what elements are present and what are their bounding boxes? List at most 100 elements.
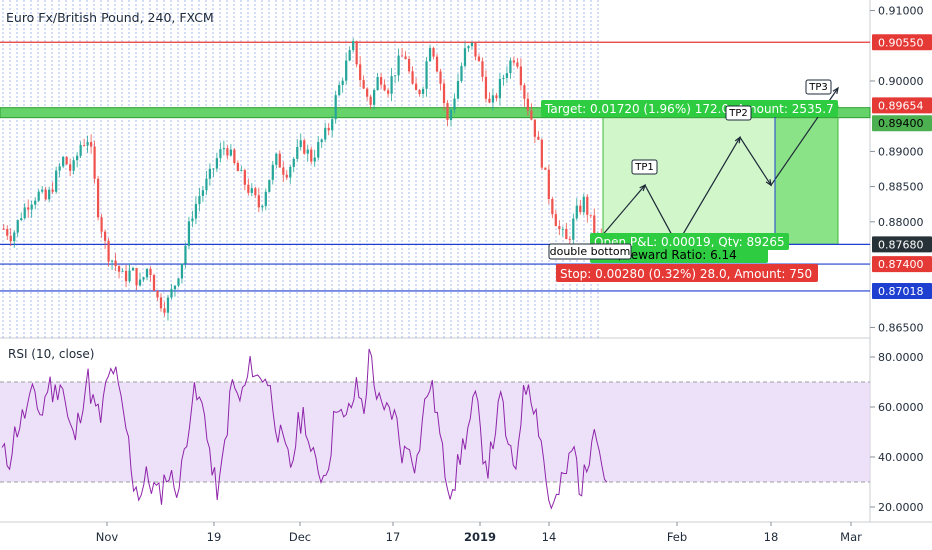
- candle-body: [324, 127, 327, 140]
- time-tick-label: 17: [386, 530, 401, 544]
- candle-body: [156, 290, 159, 298]
- candle-body: [177, 278, 180, 286]
- price-level-badge[interactable]: 0.89654: [872, 97, 932, 114]
- candle-body: [131, 268, 135, 271]
- candle-body: [240, 170, 243, 172]
- candle-body: [373, 89, 376, 105]
- target-label-text: Target: 0.01720 (1.96%) 172.0, Amount: 2…: [544, 102, 834, 116]
- price-level-badge[interactable]: 0.89400: [872, 115, 932, 132]
- candle-body: [572, 218, 575, 240]
- candle-body: [96, 178, 100, 218]
- candle-body: [69, 164, 72, 171]
- candle-body: [435, 56, 439, 72]
- candle-body: [317, 142, 320, 158]
- target-zone[interactable]: [603, 105, 775, 245]
- candle-body: [439, 71, 442, 84]
- candle-body: [366, 88, 369, 97]
- candle-body: [456, 81, 460, 99]
- projection-arrowhead: [832, 86, 839, 95]
- candle-body: [404, 56, 407, 59]
- time-tick-label: Mar: [840, 530, 862, 544]
- candle-body: [484, 76, 488, 99]
- candle-body: [271, 164, 274, 180]
- candle-body: [23, 207, 26, 219]
- price-level-badge[interactable]: 0.90550: [872, 34, 932, 51]
- double-bottom-label[interactable]: double bottom: [548, 243, 632, 260]
- target-label[interactable]: Target: 0.01720 (1.96%) 172.0, Amount: 2…: [541, 100, 838, 117]
- candle-body: [303, 140, 306, 154]
- candle-body: [285, 174, 288, 178]
- candle-body: [149, 268, 152, 276]
- candle-body: [352, 41, 355, 51]
- tp1-label[interactable]: TP1: [631, 159, 658, 175]
- candle-body: [128, 270, 131, 282]
- candle-body: [201, 190, 205, 196]
- candle-body: [432, 47, 435, 57]
- horizontal-levels[interactable]: [0, 41, 871, 292]
- candle-body: [16, 219, 19, 233]
- candle-body: [411, 71, 414, 84]
- candle-body: [163, 308, 166, 313]
- candle-body: [121, 270, 124, 272]
- candle-body: [243, 170, 246, 185]
- support-resistance-band[interactable]: [0, 107, 871, 119]
- double-bottom-label-text: double bottom: [550, 245, 631, 258]
- candle-body: [355, 41, 358, 65]
- price-axis[interactable]: 0.91000 0.90000 0.88500 0.88000 0.86500 0.890…: [870, 5, 932, 514]
- candle-body: [579, 205, 582, 213]
- candle-body: [114, 260, 117, 267]
- candle-body: [145, 268, 149, 278]
- projection-zigzag[interactable]: [602, 87, 839, 246]
- candle-body: [544, 167, 547, 170]
- candle-body: [212, 168, 215, 170]
- candle-body: [467, 46, 470, 49]
- candle-body: [568, 239, 571, 240]
- projection-path[interactable]: [602, 86, 839, 246]
- time-tick-label: 2019: [464, 530, 496, 544]
- price-tick-label: 0.91000: [878, 5, 924, 18]
- price-tick-label: 0.86500: [878, 321, 924, 334]
- candle-body: [41, 189, 44, 192]
- candle-body: [428, 47, 432, 62]
- candle-body: [509, 60, 512, 74]
- price-level-badge-bg: [872, 97, 932, 114]
- price-level-badge[interactable]: 0.87018: [872, 282, 932, 299]
- candle-body: [495, 95, 498, 99]
- open-pnl-label[interactable]: Open P&L: 0.00019, Qty: 89265: [590, 233, 789, 250]
- annotations[interactable]: Target: 0.01720 (1.96%) 172.0, Amount: 2…: [541, 79, 838, 282]
- candle-body: [135, 268, 138, 286]
- stop-label[interactable]: Stop: 0.00280 (0.32%) 28.0, Amount: 750: [556, 264, 818, 282]
- candle-body: [219, 149, 222, 159]
- candle-body: [20, 218, 23, 220]
- candle-body: [110, 260, 114, 262]
- candle-body: [341, 80, 344, 85]
- price-tick-label: 0.89000: [878, 145, 924, 158]
- candle-body: [400, 55, 404, 57]
- tp3-label[interactable]: TP3: [805, 79, 832, 95]
- tp2-label[interactable]: TP2: [725, 105, 752, 121]
- tp2-label-text: TP2: [728, 108, 748, 119]
- candle-body: [205, 178, 208, 191]
- price-level-badge-text: 0.89400: [878, 117, 924, 130]
- candle-body: [250, 188, 253, 193]
- candle-body: [117, 266, 121, 272]
- candle-body: [166, 297, 170, 313]
- candle-body: [34, 200, 37, 205]
- price-level-badge[interactable]: 0.87400: [872, 256, 932, 273]
- candle-body: [390, 76, 393, 94]
- price-level-badge-bg: [872, 34, 932, 51]
- time-axis[interactable]: Nov 19 Dec 17 2019 14 Feb 18 Mar: [96, 522, 862, 544]
- tp2-label-bg: [725, 105, 752, 121]
- candle-body: [359, 64, 362, 81]
- rsi-line: [1, 348, 608, 510]
- candle-body: [575, 205, 578, 219]
- candle-body: [30, 204, 33, 210]
- candle-body: [565, 228, 568, 240]
- candle-body: [89, 142, 93, 147]
- candle-body: [533, 119, 536, 137]
- price-level-badge[interactable]: 0.87680: [872, 236, 932, 253]
- candle-body: [474, 42, 477, 57]
- target-zone-active[interactable]: [775, 105, 838, 245]
- chart-title: Euro Fx/British Pound, 240, FXCM: [6, 10, 214, 25]
